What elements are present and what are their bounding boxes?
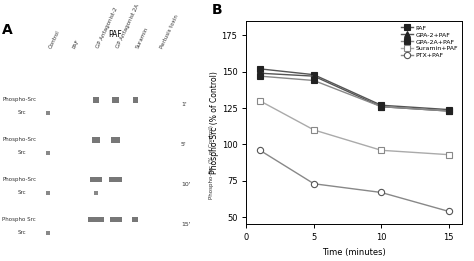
Legend: PAF, GPA-2+PAF, GPA-2A+PAF, Suramin+PAF, PTX+PAF: PAF, GPA-2+PAF, GPA-2A+PAF, Suramin+PAF,… [400, 24, 459, 60]
Text: 5': 5' [181, 142, 187, 147]
Text: 10': 10' [181, 182, 191, 187]
FancyBboxPatch shape [111, 137, 120, 143]
FancyBboxPatch shape [109, 217, 121, 222]
FancyBboxPatch shape [92, 137, 100, 143]
Text: Src: Src [18, 150, 26, 155]
FancyBboxPatch shape [88, 217, 104, 222]
FancyBboxPatch shape [94, 191, 98, 195]
Text: GP Antagonist-2: GP Antagonist-2 [96, 7, 119, 49]
Text: Phospho-Src (% of Control): Phospho-Src (% of Control) [209, 125, 214, 199]
FancyBboxPatch shape [93, 97, 99, 103]
Text: Phospho Src: Phospho Src [2, 217, 36, 222]
FancyBboxPatch shape [133, 97, 137, 103]
Text: GP Antagonist 2A: GP Antagonist 2A [116, 3, 140, 49]
FancyBboxPatch shape [46, 151, 50, 155]
Text: Phospho-Src: Phospho-Src [2, 137, 36, 142]
Text: Src: Src [18, 230, 26, 235]
Text: A: A [2, 23, 13, 37]
Text: Phospho-Src: Phospho-Src [2, 97, 36, 102]
Text: Control: Control [48, 29, 61, 49]
Text: Suramin: Suramin [135, 26, 149, 49]
X-axis label: Time (minutes): Time (minutes) [322, 248, 386, 257]
Text: PAF: PAF [72, 38, 81, 49]
Text: Pertusis toxin: Pertusis toxin [159, 14, 179, 49]
Text: 15': 15' [181, 222, 191, 227]
Text: 1': 1' [181, 102, 187, 107]
Text: B: B [212, 3, 223, 17]
FancyBboxPatch shape [132, 217, 138, 222]
Text: PAF: PAF [109, 30, 122, 39]
Text: Src: Src [18, 190, 26, 195]
FancyBboxPatch shape [46, 191, 50, 195]
FancyBboxPatch shape [112, 97, 119, 103]
FancyBboxPatch shape [46, 111, 50, 115]
FancyBboxPatch shape [109, 177, 122, 182]
Text: Src: Src [18, 110, 26, 115]
Text: Phospho-Src: Phospho-Src [2, 177, 36, 182]
FancyBboxPatch shape [90, 177, 102, 182]
Y-axis label: Phospho-Src (% of Control): Phospho-Src (% of Control) [210, 71, 219, 174]
FancyBboxPatch shape [46, 231, 50, 235]
